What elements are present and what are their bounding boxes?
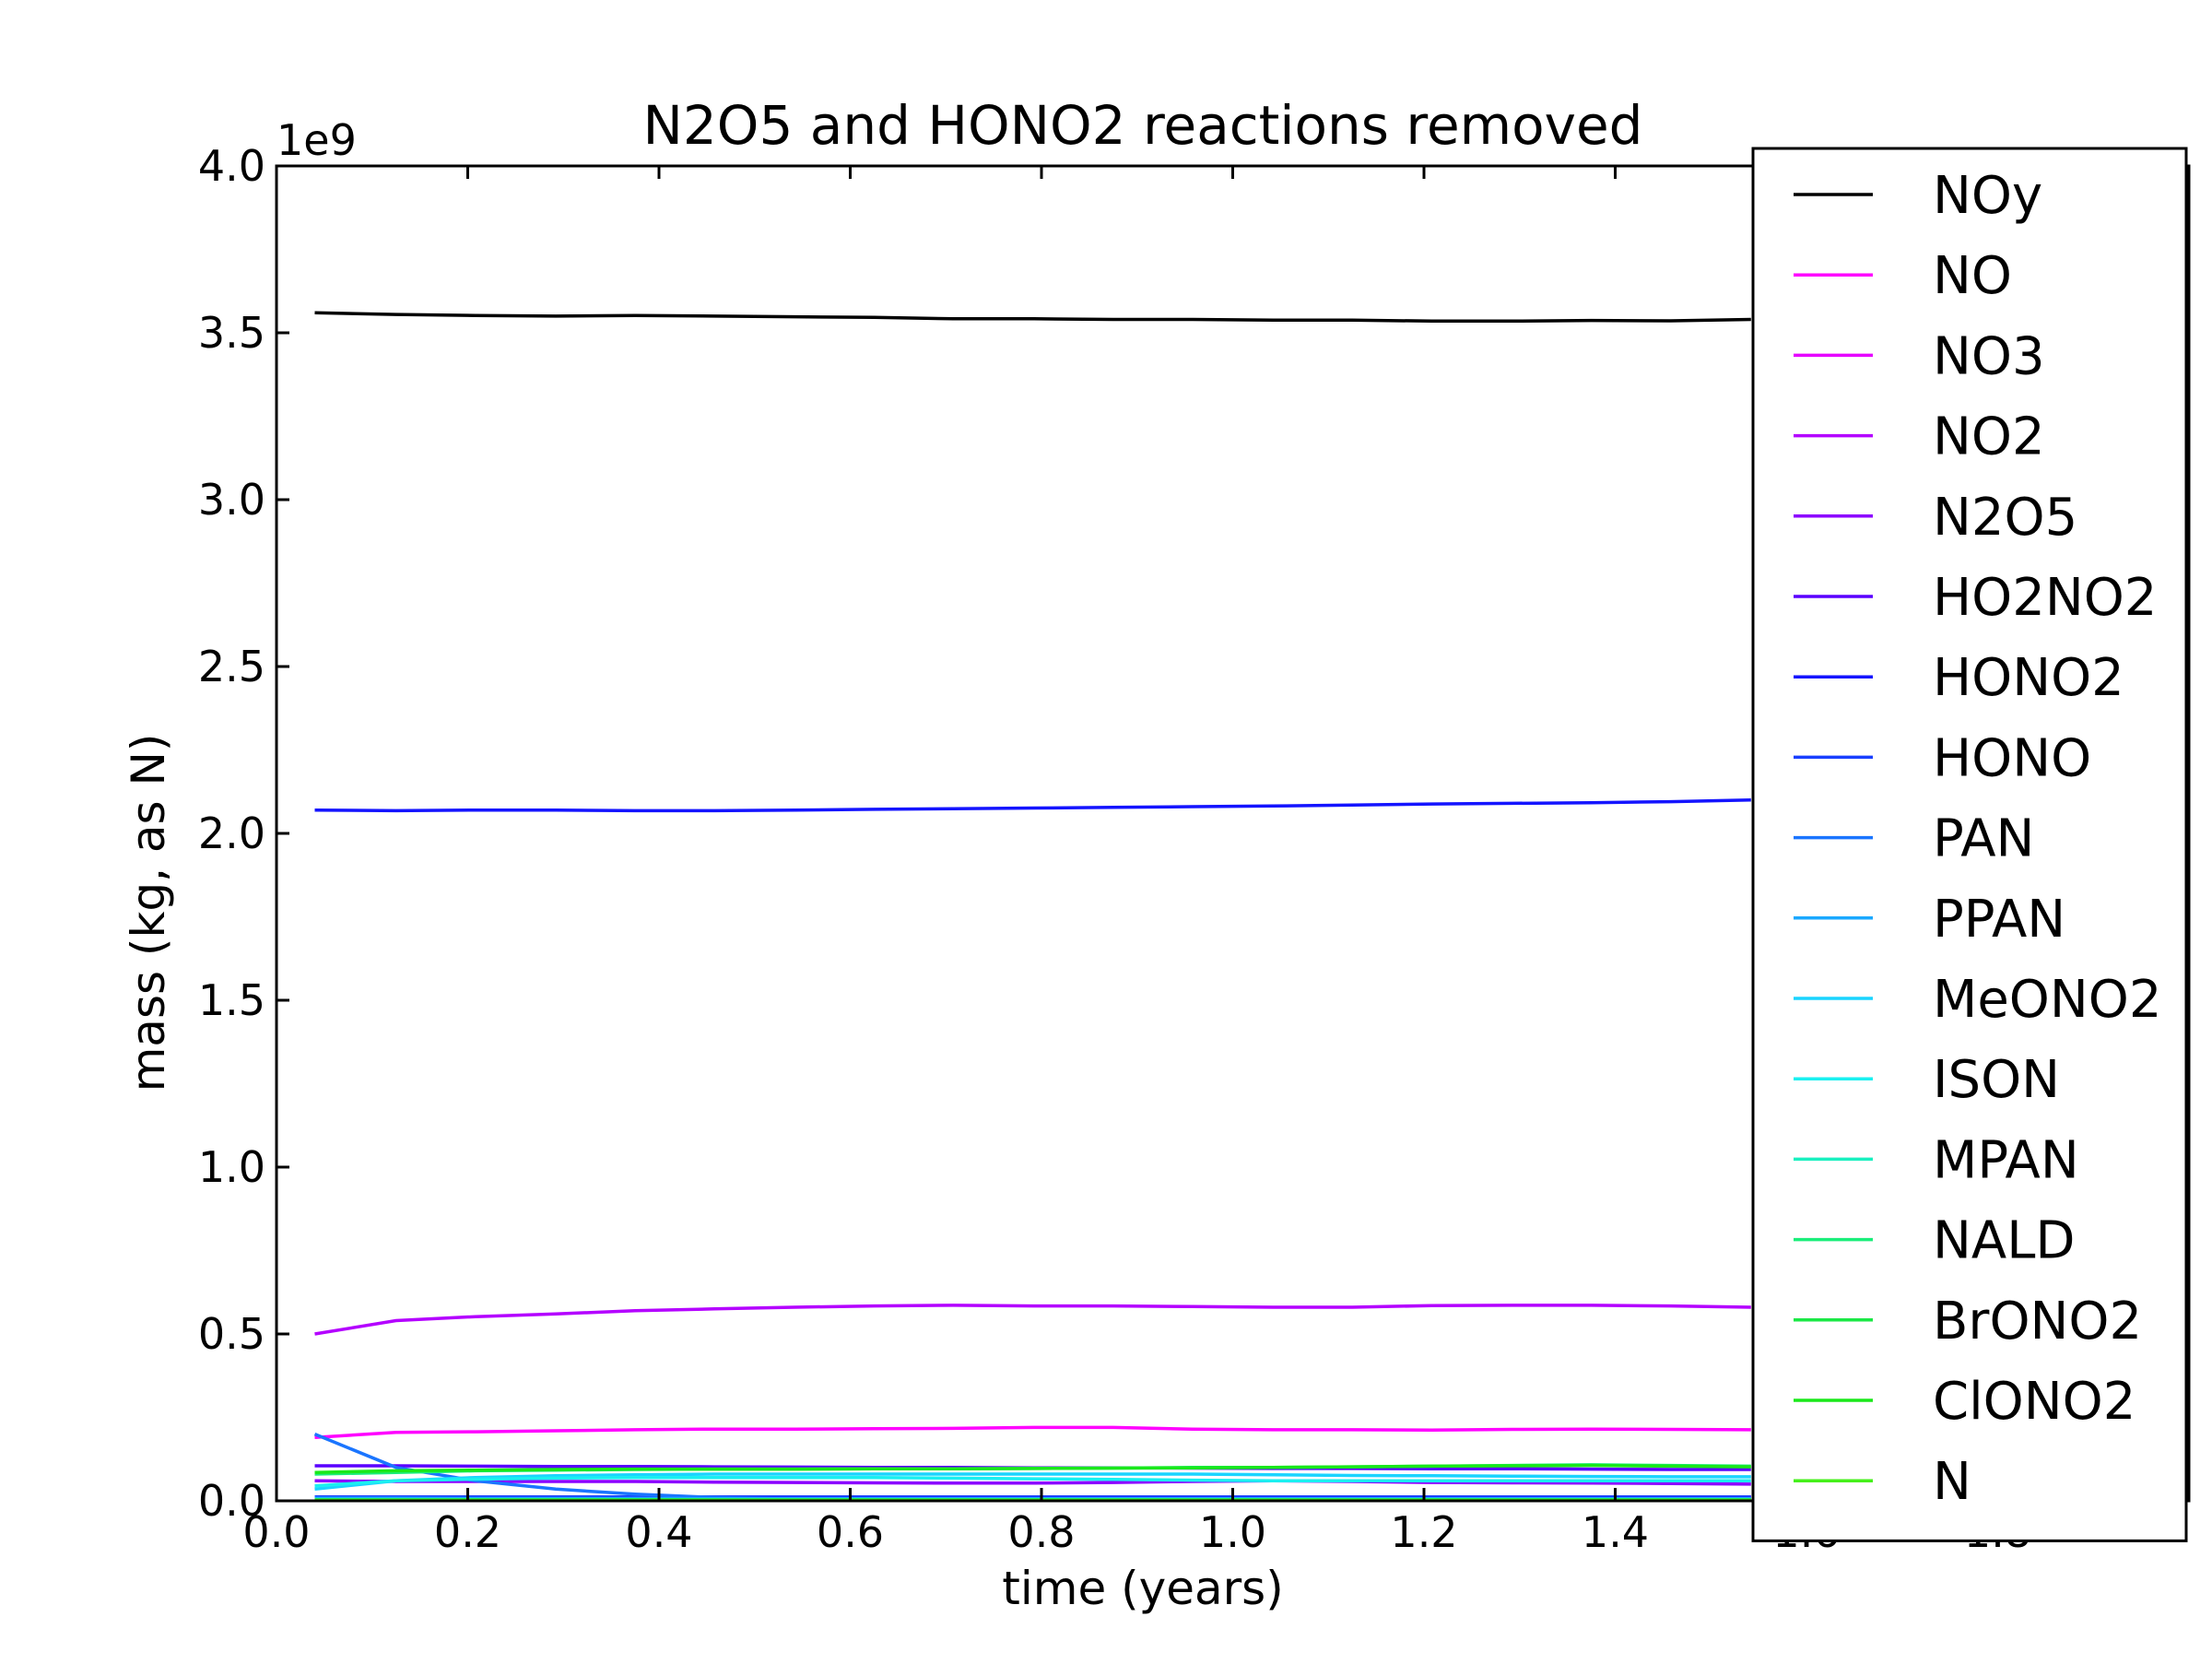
x-tick-label: 0.4	[625, 1507, 692, 1557]
legend: NOy NO NO3 NO2 N2O5 HO2NO2 HONO2 HONO PAN PPAN MeO…	[1751, 147, 2188, 1542]
legend-label-clono2: ClONO2	[1933, 1372, 2136, 1432]
series-line-clono2	[314, 1463, 1751, 1474]
x-tick-label: 0.8	[1007, 1507, 1075, 1557]
x-tick-label: 1.2	[1390, 1507, 1457, 1557]
legend-label-n2o5: N2O5	[1933, 488, 2077, 548]
y-axis-label: mass (kg, as N)	[122, 734, 175, 1092]
legend-label-hono: HONO	[1933, 728, 2091, 788]
series-line-meono2	[314, 1472, 1751, 1492]
chart-title: N2O5 and HONO2 reactions removed	[643, 94, 1643, 157]
y-tick-label: 3.0	[198, 475, 265, 525]
y-tick-label: 3.5	[198, 308, 265, 358]
y-tick-label: 1.5	[198, 975, 265, 1025]
x-tick-label: 0.2	[434, 1507, 501, 1557]
series-line-n2o5	[314, 1479, 1751, 1486]
x-tick-label: 0.0	[242, 1507, 310, 1557]
y-axis-offset-label: 1e9	[276, 115, 357, 165]
legend-label-ho2no2: HO2NO2	[1933, 568, 2157, 628]
legend-label-meono2: MeONO2	[1933, 970, 2161, 1030]
legend-label-nald: NALD	[1933, 1211, 2076, 1271]
y-tick-label: 4.0	[198, 141, 265, 191]
legend-label-no2: NO2	[1933, 407, 2045, 467]
y-tick-label: 0.5	[198, 1309, 265, 1359]
legend-box	[1751, 147, 2188, 1542]
legend-label-ison: ISON	[1933, 1050, 2060, 1110]
legend-label-no3: NO3	[1933, 326, 2045, 386]
series-line-no	[314, 1425, 1751, 1439]
legend-label-ppan: PPAN	[1933, 890, 2065, 950]
series-line-hono2	[314, 798, 1751, 813]
x-tick-label: 1.4	[1582, 1507, 1649, 1557]
x-axis-ticks: 0.00.20.40.60.81.01.21.41.61.8	[242, 166, 2031, 1557]
legend-label-no: NO	[1933, 246, 2012, 306]
legend-label-noy: NOy	[1933, 166, 2042, 226]
series-line-noy	[314, 311, 1751, 324]
legend-label-n: N	[1933, 1452, 1971, 1512]
series-line-no2	[314, 1304, 1751, 1336]
y-tick-label: 2.0	[198, 808, 265, 858]
x-tick-label: 0.6	[817, 1507, 884, 1557]
y-tick-label: 1.0	[198, 1142, 265, 1192]
legend-label-pan: PAN	[1933, 809, 2034, 869]
y-axis-ticks: 0.0 0.5 1.0 1.5 2.0 2.5 3.0 3.5 4.0	[198, 141, 2189, 1526]
legend-label-hono2: HONO2	[1933, 648, 2124, 708]
y-tick-label: 0.0	[198, 1476, 265, 1526]
x-axis-label: time (years)	[1002, 1562, 1283, 1615]
legend-label-mpan: MPAN	[1933, 1130, 2079, 1190]
legend-label-brono2: BrONO2	[1933, 1292, 2142, 1351]
y-tick-label: 2.5	[198, 642, 265, 691]
x-tick-label: 1.0	[1199, 1507, 1266, 1557]
series-line-ison	[314, 1475, 1751, 1488]
